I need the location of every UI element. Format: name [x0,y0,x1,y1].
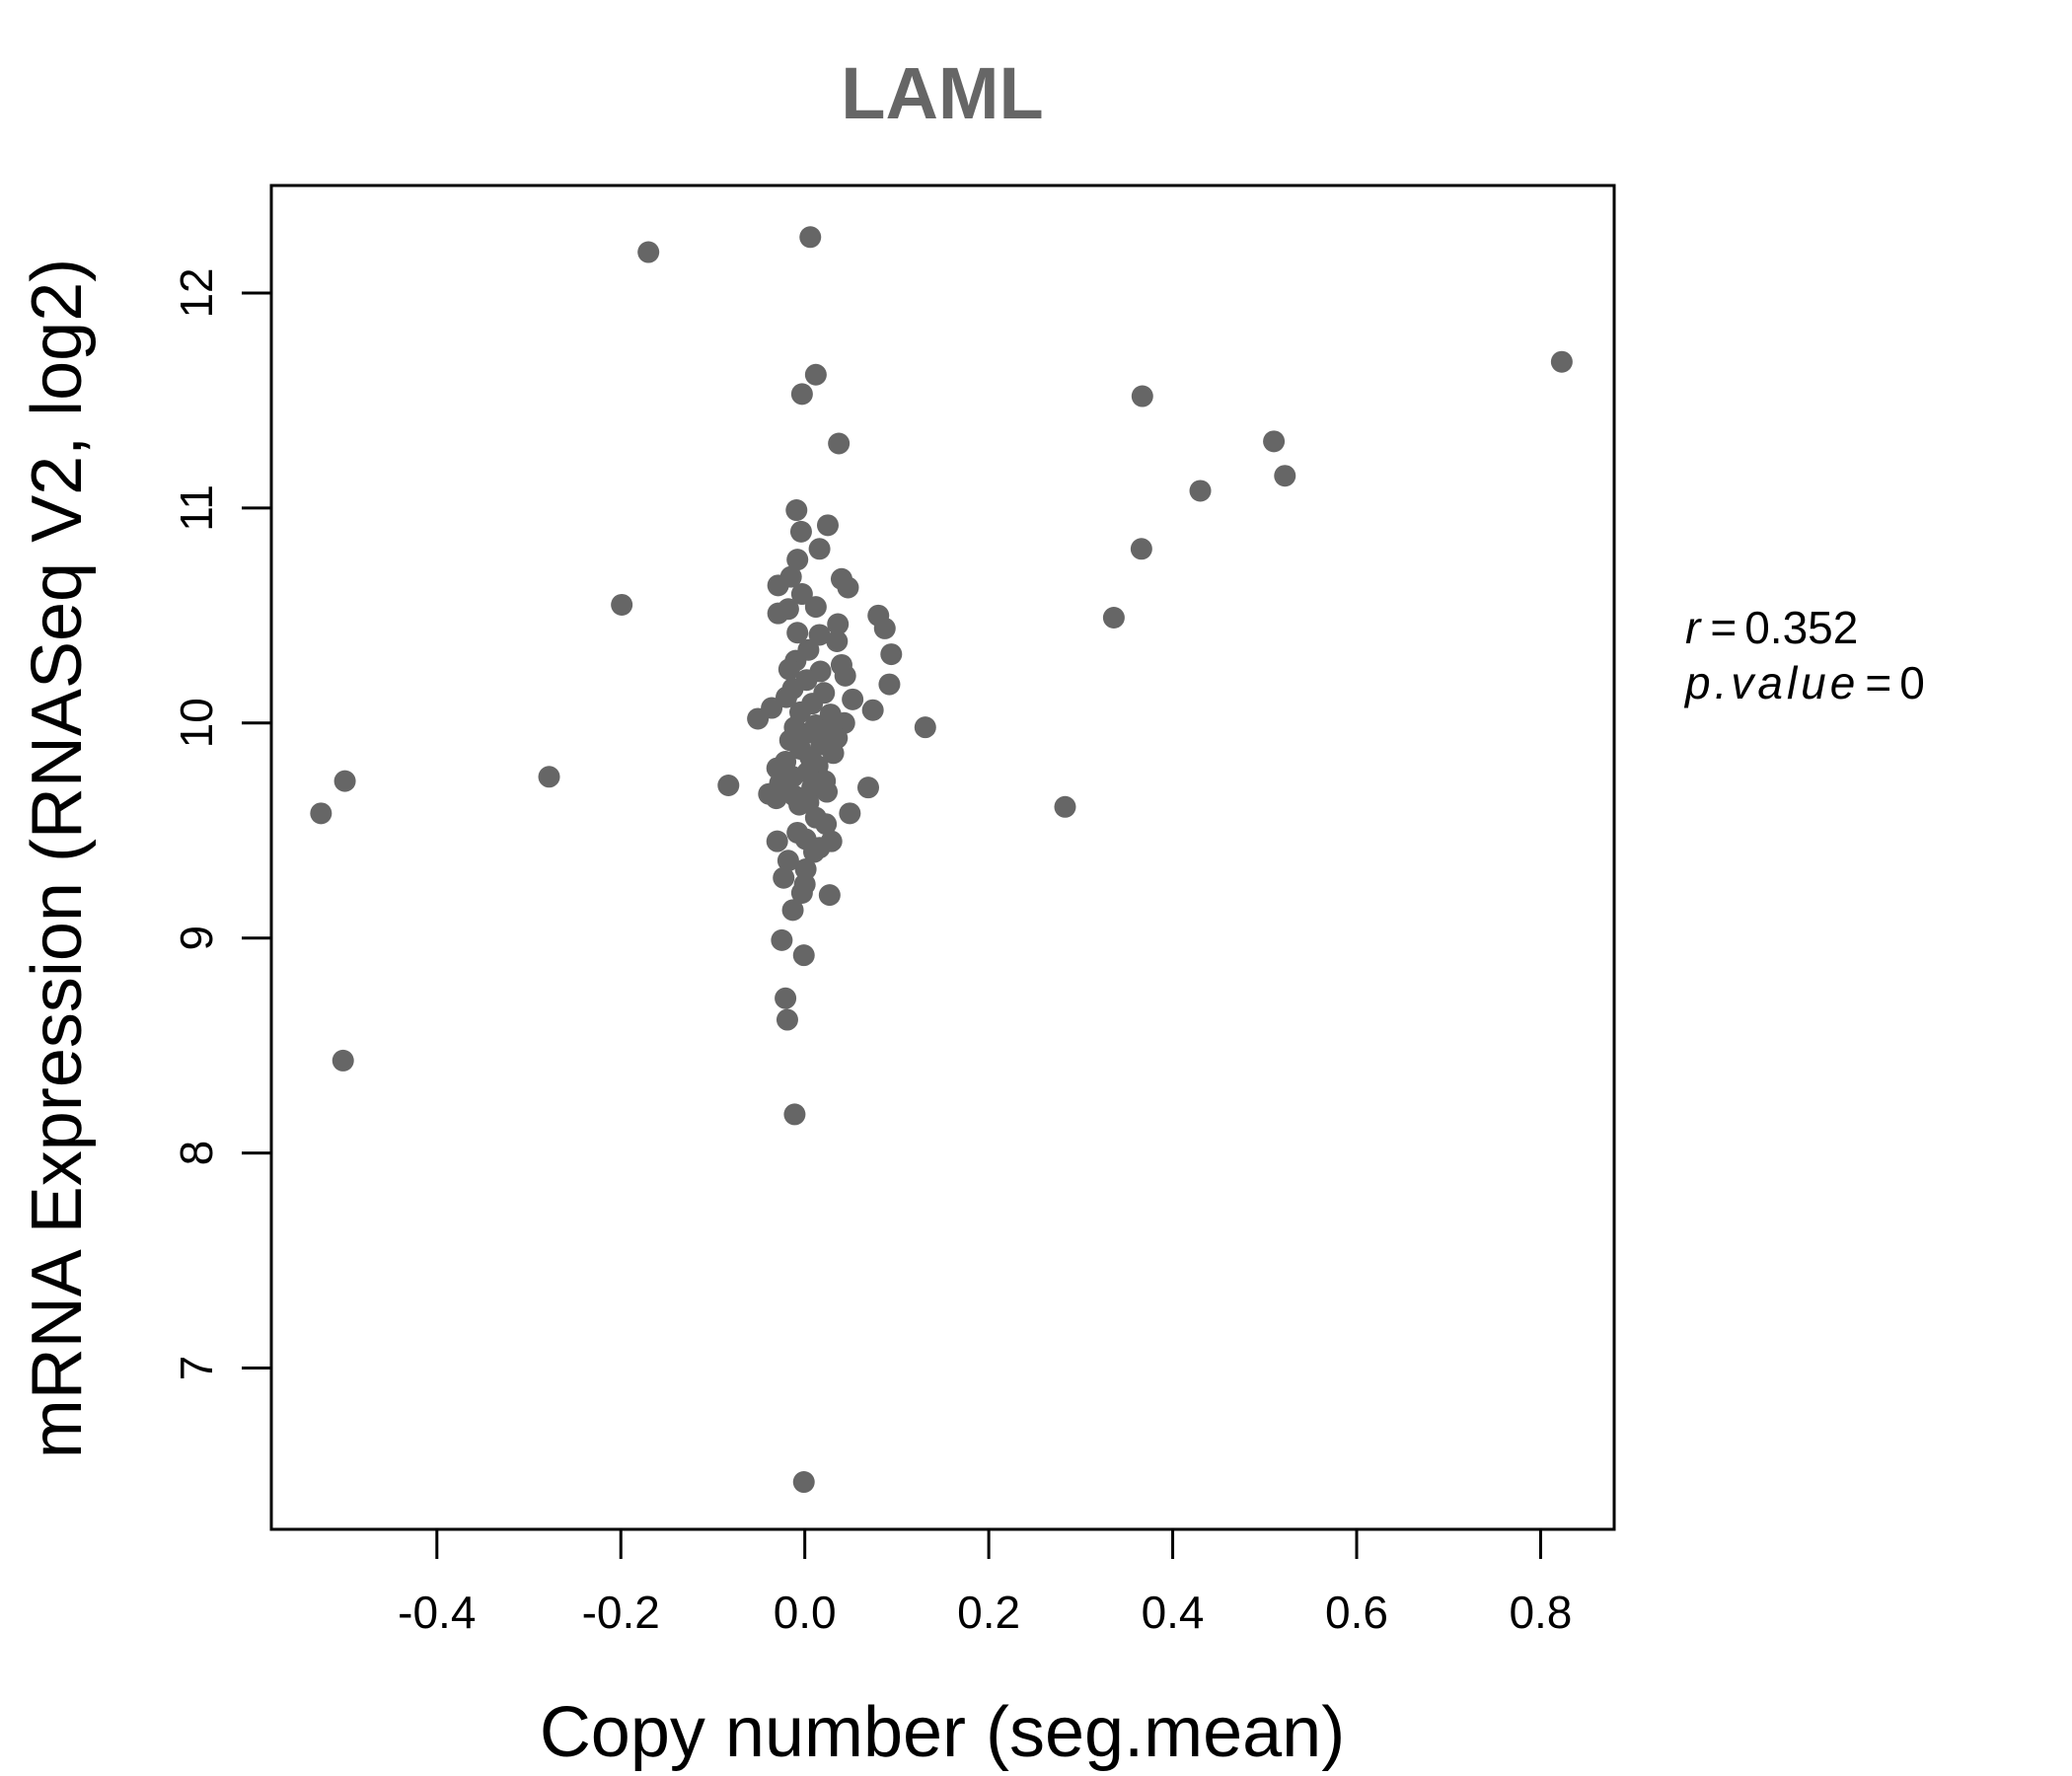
data-point [914,716,936,739]
data-point [765,787,787,810]
data-point [804,363,827,386]
data-point [816,514,839,537]
x-tick-label: 0.0 [774,1587,837,1638]
data-point [773,866,795,889]
data-point [1189,480,1212,502]
data-point [786,549,809,571]
data-point [777,598,799,621]
data-point [775,987,797,1009]
data-point [1131,385,1153,407]
p-value-label: p.value [1683,657,1859,708]
data-point [842,688,864,710]
data-point [878,673,901,696]
data-point [790,881,813,904]
p-equals: = [1865,657,1891,708]
p-value: 0 [1899,657,1925,708]
y-tick-label: 8 [171,1141,222,1166]
data-point [799,226,822,249]
data-point [766,830,788,852]
data-point [786,622,809,644]
data-point [790,383,813,406]
data-point [538,766,560,788]
x-tick-label: -0.2 [582,1587,660,1638]
data-point [777,850,799,872]
data-point [783,1103,806,1126]
data-point [717,774,740,796]
data-point [792,944,815,967]
data-point [767,574,789,597]
y-tick-label: 12 [171,267,222,318]
data-point [1263,430,1286,453]
data-point [822,742,845,765]
data-point [804,596,827,619]
data-point [837,576,859,599]
data-point [332,1049,354,1072]
data-point [637,241,660,263]
y-axis-label: mRNA Expression (RNASeq V2, log2) [18,259,97,1458]
chart-title: LAML [841,52,1044,134]
data-point [785,499,808,522]
p-value-stat: p.value = 0 [1683,657,1925,708]
data-point [777,658,800,681]
data-point [1550,350,1573,373]
data-point [790,583,813,606]
y-axis: 7 8 9 10 11 12 [171,267,271,1380]
data-point [827,613,850,635]
data-point [880,643,903,666]
data-point [815,813,838,836]
data-point [818,884,841,907]
y-tick-label: 10 [171,698,222,748]
scatter-points [310,226,1573,1494]
data-point [792,1471,815,1494]
r-equals: = [1710,602,1737,653]
y-tick-label: 11 [171,484,222,532]
data-point [1102,607,1125,629]
data-point [816,780,839,803]
data-point [808,538,831,560]
data-point [611,593,633,616]
x-tick-label: 0.6 [1325,1587,1388,1638]
x-tick-label: 0.8 [1509,1587,1572,1638]
data-point [861,699,884,721]
data-point [789,520,812,543]
data-point [1274,465,1296,487]
plot-frame [269,184,1616,1531]
x-axis: -0.4 -0.2 0.0 0.2 0.4 0.6 0.8 [398,1529,1572,1638]
x-tick-label: 0.2 [957,1587,1020,1638]
data-point [828,432,851,455]
data-point [873,617,896,639]
data-point [826,629,849,652]
x-axis-label: Copy number (seg.mean) [540,1693,1345,1772]
r-label: r [1685,602,1702,653]
data-point [1130,538,1152,560]
data-point [1054,795,1076,818]
data-point [781,899,804,922]
data-point [747,707,770,730]
y-tick-label: 9 [171,925,222,951]
r-value: 0.352 [1744,602,1858,653]
data-point [310,802,333,825]
data-point [771,928,793,951]
data-point [776,1008,798,1031]
data-point [802,841,825,863]
x-tick-label: 0.4 [1142,1587,1205,1638]
data-point [333,770,356,792]
data-point [808,624,831,646]
data-point [788,793,811,816]
data-point [834,664,856,687]
x-tick-label: -0.4 [398,1587,476,1638]
correlation-r: r = 0.352 [1685,602,1858,653]
data-point [839,802,861,825]
y-tick-label: 7 [171,1356,222,1381]
data-point [856,777,879,799]
